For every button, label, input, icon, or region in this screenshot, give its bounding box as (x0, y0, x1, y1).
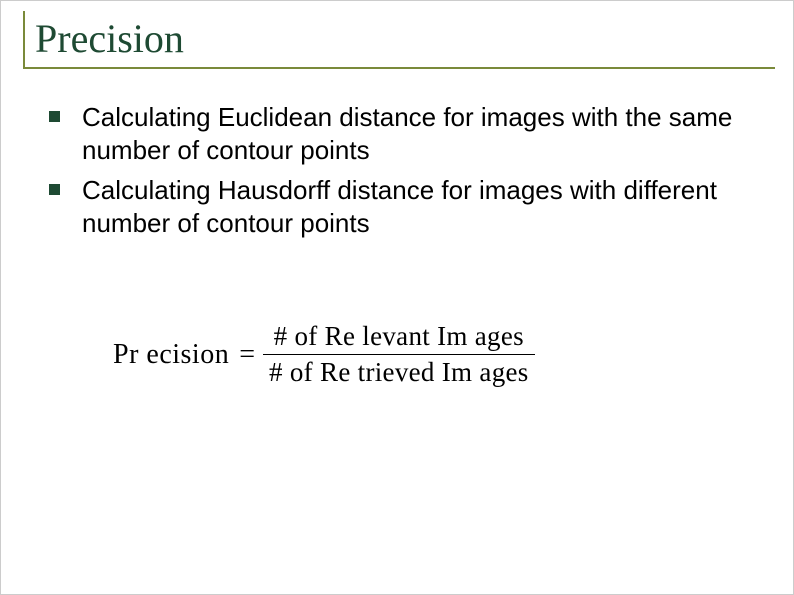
list-item: Calculating Euclidean distance for image… (49, 101, 739, 168)
title-vertical-rule (23, 11, 25, 67)
list-item: Calculating Hausdorff distance for image… (49, 174, 739, 241)
square-bullet-icon (49, 184, 60, 195)
formula-denominator: # of Re trieved Im ages (263, 357, 535, 388)
formula-fraction: # of Re levant Im ages # of Re trieved I… (263, 321, 535, 388)
slide: Precision Calculating Euclidean distance… (0, 0, 794, 595)
bullet-text: Calculating Hausdorff distance for image… (82, 174, 739, 241)
formula-lhs: Pr ecision (113, 339, 229, 371)
formula-numerator: # of Re levant Im ages (268, 321, 530, 352)
page-title: Precision (35, 15, 184, 62)
square-bullet-icon (49, 111, 60, 122)
fraction-bar (263, 354, 535, 355)
bullet-text: Calculating Euclidean distance for image… (82, 101, 739, 168)
formula-equals: = (239, 339, 255, 371)
bullet-list: Calculating Euclidean distance for image… (49, 101, 739, 246)
title-underline (23, 67, 775, 69)
precision-formula: Pr ecision = # of Re levant Im ages # of… (113, 321, 535, 388)
